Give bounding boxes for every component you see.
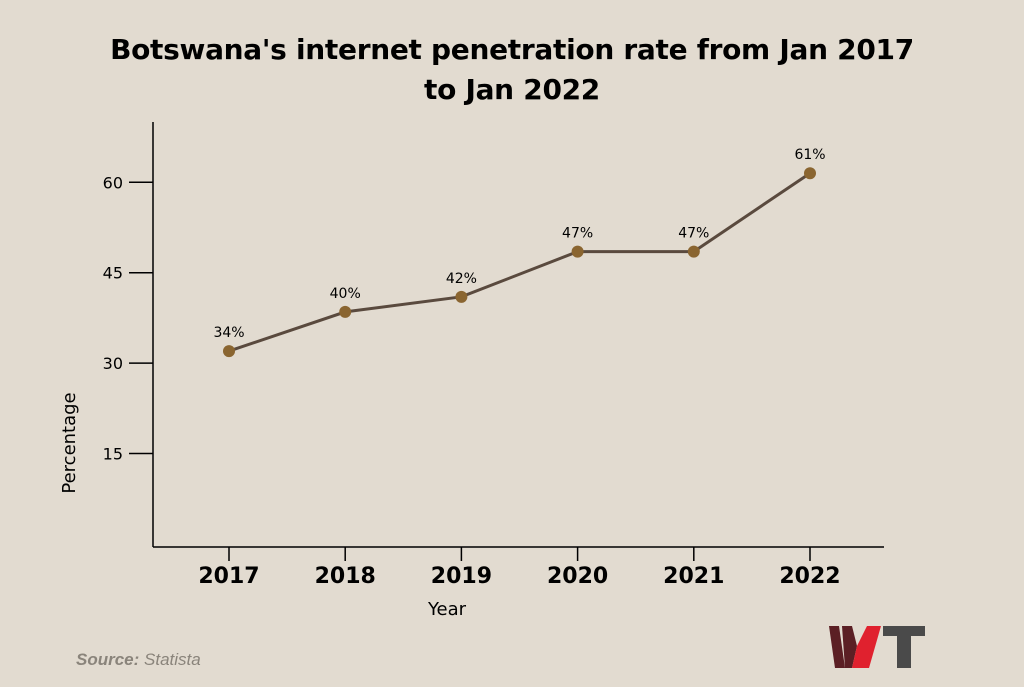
y-tick-label: 45	[103, 264, 123, 283]
chart-title: Botswana's internet penetration rate fro…	[0, 30, 1024, 110]
data-point	[571, 245, 584, 258]
data-label: 61%	[794, 147, 825, 163]
y-tick-label: 15	[103, 445, 123, 464]
source-note: Source: Statista	[76, 650, 201, 670]
y-axis-ticks: 15 30 45 60	[103, 173, 153, 464]
data-point	[455, 290, 468, 303]
x-tick-label: 2020	[547, 564, 608, 589]
data-label: 47%	[678, 226, 709, 242]
wt-logo	[829, 626, 925, 668]
logo-t-stem	[897, 636, 911, 668]
series-line	[228, 171, 811, 353]
data-point	[804, 167, 816, 180]
x-tick-label: 2021	[663, 564, 724, 589]
chart-title-line-1: Botswana's internet penetration rate fro…	[110, 33, 914, 66]
data-label: 34%	[213, 325, 244, 341]
data-label: 47%	[562, 226, 593, 242]
x-tick-label: 2022	[779, 564, 840, 589]
data-point	[687, 245, 700, 258]
x-tick-label: 2019	[431, 564, 492, 589]
source-label: Source:	[76, 650, 140, 669]
chart-title-line-2: to Jan 2022	[424, 73, 600, 106]
x-tick-label: 2017	[198, 564, 259, 589]
x-axis-ticks: 2017 2018 2019 2020 2021 2022	[198, 547, 841, 589]
data-point	[223, 345, 235, 358]
logo-w-mid	[842, 626, 857, 668]
data-labels: 34% 40% 42% 47% 47% 61%	[213, 147, 825, 341]
data-markers	[223, 167, 816, 358]
x-tick-label: 2018	[315, 564, 376, 589]
y-tick-label: 60	[103, 173, 123, 192]
logo-t-bar	[883, 626, 925, 636]
data-point	[339, 305, 352, 318]
data-label: 42%	[446, 271, 477, 287]
y-axis-label: Percentage	[59, 392, 80, 493]
logo-w-right	[852, 626, 881, 668]
source-text: Statista	[144, 650, 201, 669]
y-tick-label: 30	[103, 354, 123, 373]
logo-w-left	[829, 626, 845, 668]
x-axis-label: Year	[427, 599, 467, 620]
data-label: 40%	[330, 286, 361, 302]
